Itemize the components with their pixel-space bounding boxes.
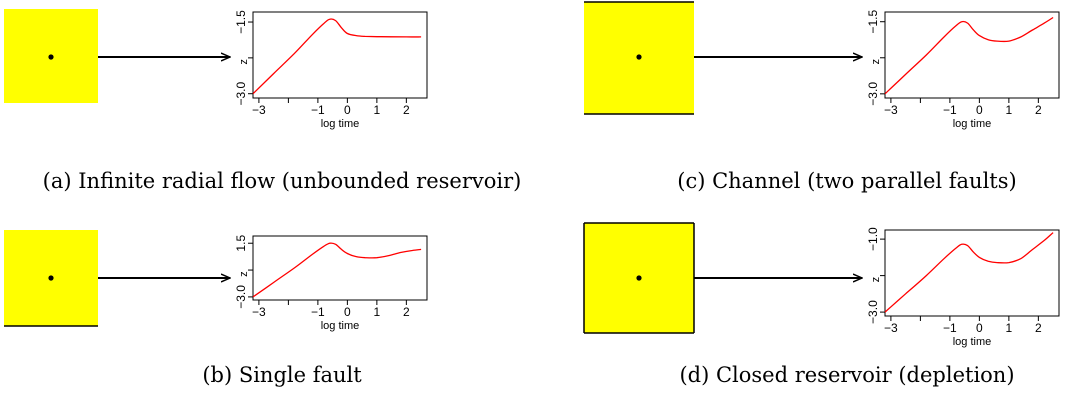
y-axis-label: z (238, 59, 250, 65)
x-tick-label: 2 (403, 305, 410, 319)
caption-d: (d) Closed reservoir (depletion) (679, 363, 1014, 387)
x-tick-label: −3 (252, 103, 266, 117)
y-tick-label: −1.5 (866, 10, 880, 34)
plot-frame (884, 11, 1060, 99)
plot-frame (252, 11, 428, 99)
y-tick-label: 1.5 (234, 235, 248, 252)
x-axis-label: log time (953, 118, 992, 130)
panel-c: −3 −1 0 1 2 log time −3.0 −1.5 z (584, 1, 1060, 130)
x-tick-label: 1 (374, 103, 381, 117)
y-axis-label: z (870, 59, 882, 65)
panel-d: −3 −1 0 1 2 log time −3.0 −1.0 z (583, 222, 1060, 348)
y-tick-label: −3.0 (866, 82, 880, 106)
derivative-curve (884, 232, 1054, 313)
well-dot (636, 275, 642, 281)
y-tick-label: −3.0 (234, 285, 248, 309)
panel-b: −3 −1 0 1 2 log time −3.0 1.5 z (4, 230, 428, 332)
well-dot (636, 54, 642, 60)
x-tick-label: 0 (976, 321, 983, 335)
y-axis-label: z (870, 277, 882, 283)
x-tick-label: −1 (943, 103, 957, 117)
derivative-plot: −3 −1 0 1 2 log time −3.0 −1.5 z (866, 10, 1060, 130)
x-axis-label: log time (321, 320, 360, 332)
x-tick-label: −1 (311, 103, 325, 117)
derivative-curve (884, 16, 1054, 95)
x-tick-label: −3 (884, 321, 898, 335)
y-tick-label: −1.5 (234, 10, 248, 34)
y-tick-label: −1.0 (866, 227, 880, 251)
x-axis-label: log time (321, 118, 360, 130)
x-tick-label: 2 (1035, 321, 1042, 335)
panel-a: −3 −1 0 1 2 log time −3.0 −1.5 z (4, 9, 428, 130)
plot-frame (884, 229, 1060, 317)
x-tick-label: 0 (344, 305, 351, 319)
derivative-curve (252, 18, 422, 95)
y-tick-label: −3.0 (866, 300, 880, 324)
x-tick-label: −3 (252, 305, 266, 319)
caption-a: (a) Infinite radial flow (unbounded rese… (43, 169, 522, 193)
x-tick-label: −1 (943, 321, 957, 335)
x-tick-label: −3 (884, 103, 898, 117)
x-tick-label: 0 (976, 103, 983, 117)
x-tick-label: 0 (344, 103, 351, 117)
x-axis-label: log time (953, 336, 992, 348)
x-tick-label: 1 (374, 305, 381, 319)
well-dot (48, 275, 54, 281)
x-tick-label: 2 (403, 103, 410, 117)
derivative-curve (252, 242, 422, 298)
derivative-plot: −3 −1 0 1 2 log time −3.0 1.5 z (234, 235, 428, 332)
derivative-plot: −3 −1 0 1 2 log time −3.0 −1.5 z (234, 10, 428, 130)
derivative-plot: −3 −1 0 1 2 log time −3.0 −1.0 z (866, 227, 1060, 348)
y-axis-label: z (238, 271, 250, 277)
well-dot (48, 54, 54, 60)
caption-b: (b) Single fault (202, 363, 362, 387)
x-tick-label: 2 (1035, 103, 1042, 117)
caption-c: (c) Channel (two parallel faults) (677, 169, 1016, 193)
plot-frame (252, 235, 428, 301)
x-tick-label: 1 (1006, 103, 1013, 117)
y-tick-label: −3.0 (234, 82, 248, 106)
x-tick-label: 1 (1006, 321, 1013, 335)
x-tick-label: −1 (311, 305, 325, 319)
